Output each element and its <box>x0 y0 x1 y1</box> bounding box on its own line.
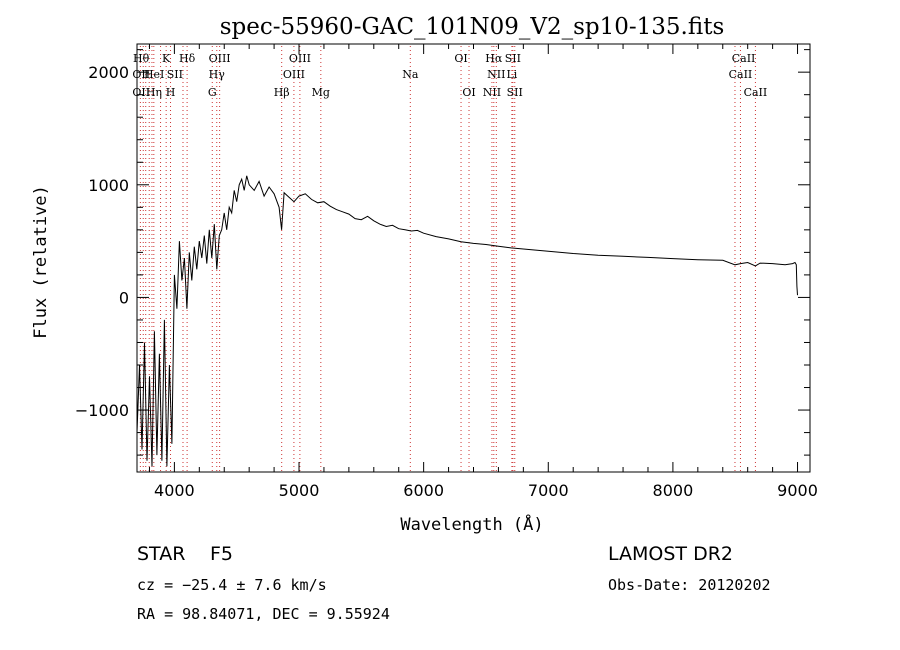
line-label-23: NII <box>483 86 501 99</box>
line-label-19: Hα <box>485 52 503 65</box>
line-label-4: Hη <box>146 86 162 99</box>
line-label-12: OIII <box>289 52 311 65</box>
y-tick-label-0: −1000 <box>75 401 129 420</box>
x-tick-label-1: 5000 <box>279 481 320 500</box>
plot-frame <box>136 43 811 473</box>
line-label-7: H <box>166 86 176 99</box>
survey-name: LAMOST DR2 <box>608 543 733 565</box>
line-label-5: K <box>162 52 171 65</box>
chart-title: spec-55960-GAC_101N09_V2_sp10-135.fits <box>220 14 725 40</box>
y-tick-label-3: 2000 <box>88 63 129 82</box>
line-label-8: Hδ <box>179 52 196 65</box>
x-tick-label-3: 7000 <box>528 481 569 500</box>
line-label-26: CaII <box>729 68 753 81</box>
line-label-21: NII <box>487 68 505 81</box>
x-tick-label-5: 9000 <box>777 481 818 500</box>
x-axis-label: Wavelength (Å) <box>400 513 543 535</box>
line-label-14: Hβ <box>274 86 290 99</box>
y-axis: −1000 0 1000 2000 <box>75 49 810 456</box>
y-axis-label: Flux (relative) <box>31 185 51 339</box>
line-label-24: SII <box>507 86 523 99</box>
x-axis: 4000 5000 6000 7000 8000 9000 <box>148 44 818 500</box>
line-label-27: CaII <box>744 86 768 99</box>
line-label-2: HeI <box>144 68 164 81</box>
line-label-22: Li <box>506 68 517 81</box>
line-label-9: OIII <box>209 52 231 65</box>
spectrum-line <box>136 175 798 467</box>
object-class: STAR <box>137 543 185 565</box>
x-tick-label-4: 8000 <box>653 481 694 500</box>
x-tick-label-0: 4000 <box>154 481 195 500</box>
line-label-0: Hθ <box>133 52 150 65</box>
line-label-11: G <box>208 86 217 99</box>
object-subclass: F5 <box>210 543 233 565</box>
redshift-velocity: cz = −25.4 ± 7.6 km/s <box>137 576 327 594</box>
line-label-18: OI <box>462 86 475 99</box>
line-label-13: OIII <box>283 68 305 81</box>
line-label-20: SII <box>505 52 521 65</box>
line-label-6: SII <box>167 68 183 81</box>
spectral-line-markers <box>139 46 756 472</box>
line-label-17: OI <box>454 52 467 65</box>
y-tick-label-1: 0 <box>119 288 129 307</box>
line-label-15: Mg <box>312 86 330 99</box>
observation-date: Obs-Date: 20120202 <box>608 576 771 594</box>
ra-dec-coordinates: RA = 98.84071, DEC = 9.55924 <box>137 605 390 623</box>
line-label-25: CaII <box>732 52 756 65</box>
line-label-16: Na <box>402 68 419 81</box>
y-tick-label-2: 1000 <box>88 176 129 195</box>
line-label-10: Hγ <box>209 68 226 81</box>
x-tick-label-2: 6000 <box>403 481 444 500</box>
